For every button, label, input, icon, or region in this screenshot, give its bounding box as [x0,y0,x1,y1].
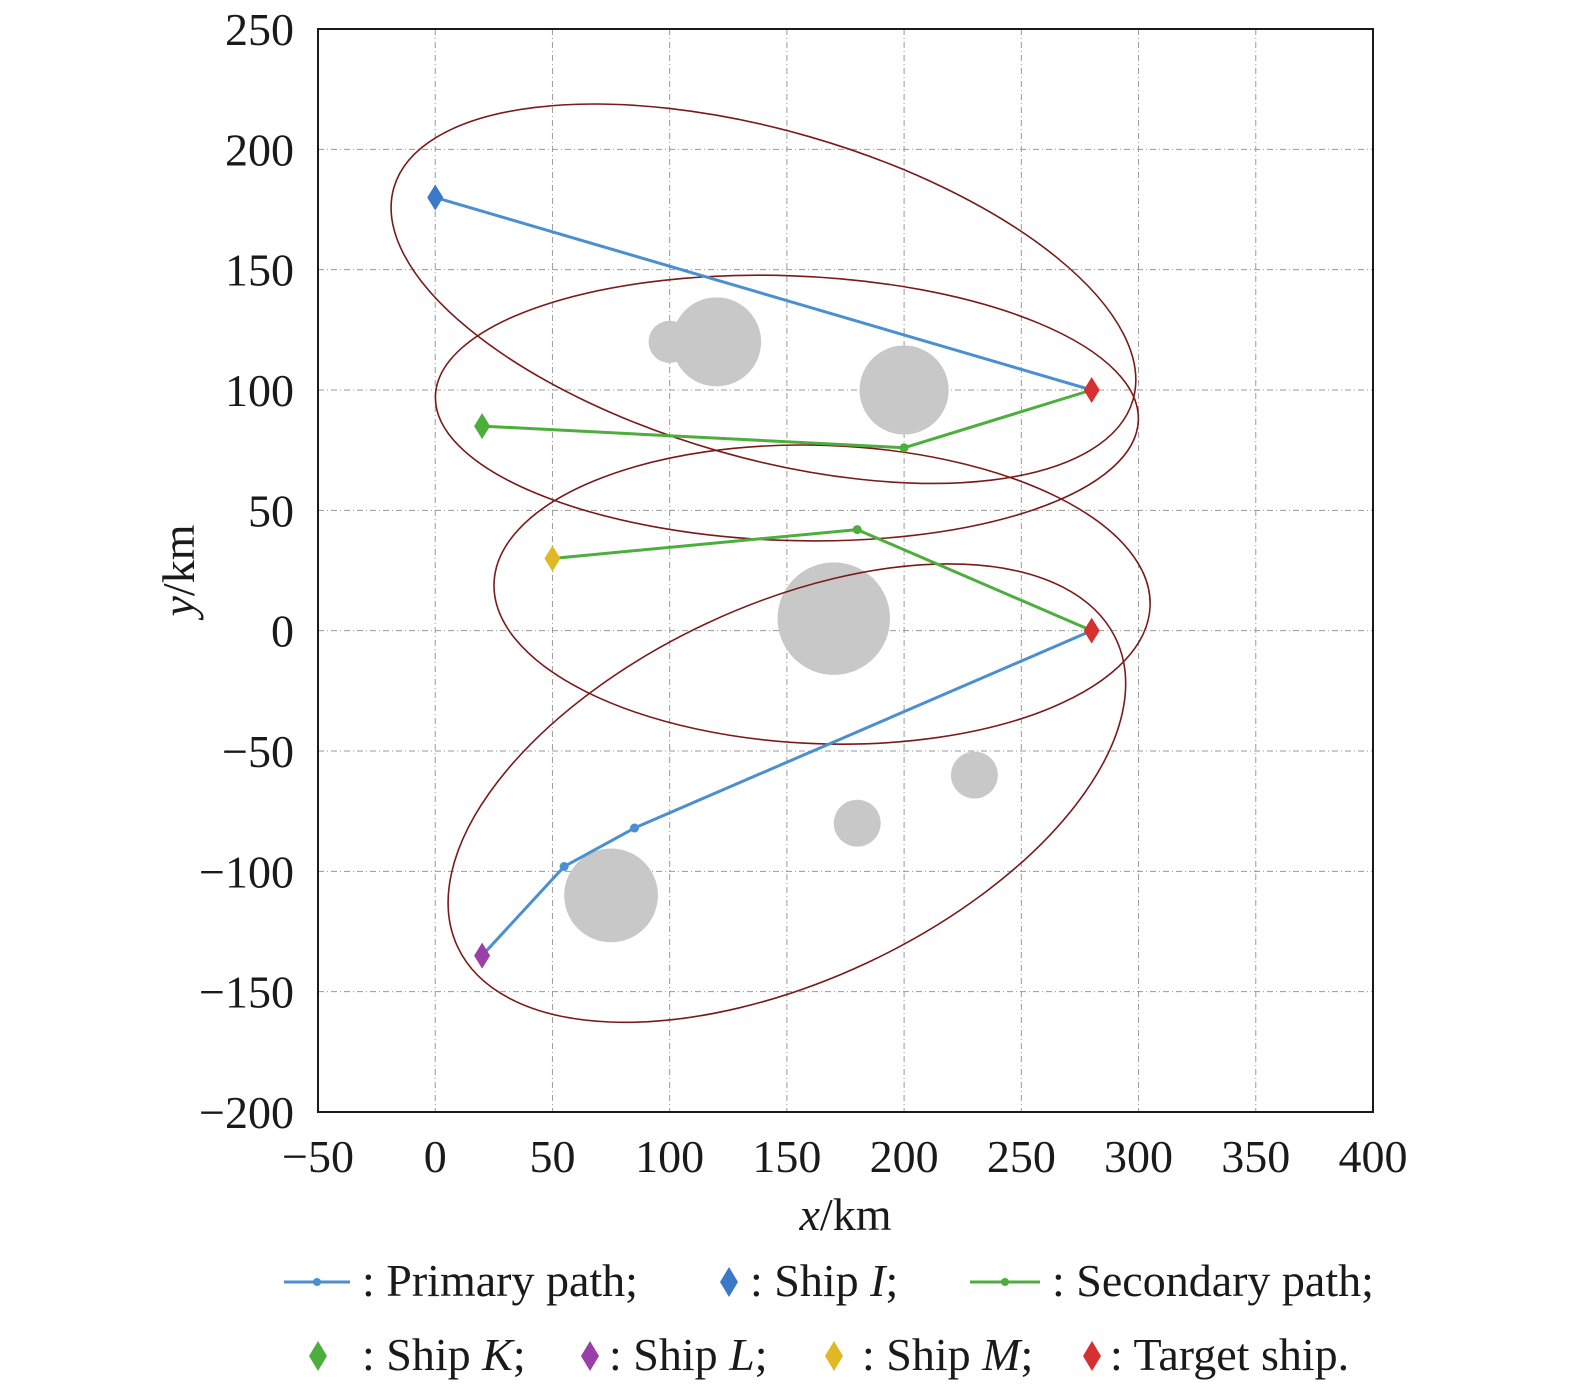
legend-secondary-path-label: : Secondary path; [1052,1255,1374,1306]
y-tick-label: 150 [225,245,294,296]
x-axis-unit: /km [820,1189,892,1240]
legend-target-ship-label: : Target ship. [1110,1329,1349,1380]
y-axis-var: y [153,595,204,620]
y-tick-label: 100 [225,365,294,416]
legend-ship-m-diamond-icon [825,1341,843,1371]
primary-path-point [630,823,639,833]
legend-ship-i-prefix: : Ship [750,1255,870,1306]
legend-ship-k-suffix: ; [513,1329,526,1380]
search-ellipse [493,444,1151,745]
legend: : Primary path; : Ship I; : Secondary pa… [284,1255,1374,1380]
obstacle-circle [951,751,998,799]
ship-marker-k [474,413,491,440]
obstacle-circle [859,345,949,435]
legend-ship-k-prefix: : Ship [362,1329,482,1380]
legend-ship-l-diamond-icon [581,1341,599,1371]
legend-ship-m-suffix: ; [1020,1329,1033,1380]
primary-path-point [559,862,569,872]
legend-ship-l-suffix: ; [755,1329,768,1380]
legend-ship-k-diamond-icon [309,1341,327,1371]
primary-path-line [481,629,1093,957]
x-tick-label: 300 [1104,1131,1173,1182]
x-tick-label: 200 [870,1131,939,1182]
legend-ship-l-label: : Ship L; [609,1329,768,1380]
x-tick-label: 0 [424,1131,447,1182]
legend-ship-m-prefix: : Ship [862,1329,982,1380]
x-tick-label: 350 [1221,1131,1290,1182]
legend-ship-m-label: : Ship M; [862,1329,1033,1380]
obstacle-circle [777,562,891,675]
ship-marker-target [1083,617,1100,644]
obstacle-circle [672,297,762,387]
primary-path-line [434,196,1093,392]
legend-ship-m-italic: M [981,1329,1023,1380]
ship-marker-m [544,545,561,572]
y-tick-label: −100 [199,846,294,897]
obstacle-circle [833,799,881,847]
x-tick-label: 150 [752,1131,821,1182]
x-tick-label: −50 [282,1131,354,1182]
x-tick-label: 50 [529,1131,575,1182]
legend-ship-k-label: : Ship K; [362,1329,526,1380]
grid [318,29,1373,1112]
search-ellipse [447,563,1127,1024]
secondary-path-point [899,443,909,453]
y-tick-label: −50 [222,726,294,777]
obstacle-circle [564,848,658,943]
y-tick-label: 50 [248,485,294,536]
x-tick-label: 400 [1339,1131,1408,1182]
legend-ship-l-prefix: : Ship [609,1329,729,1380]
legend-primary-path-dot [313,1278,321,1286]
x-tick-label: 250 [987,1131,1056,1182]
plot-frame [317,28,1374,1113]
y-tick-label: 0 [271,606,294,657]
legend-ship-i-label: : Ship I; [750,1255,898,1306]
ellipses [390,103,1151,1024]
x-axis-var: x [799,1189,821,1240]
legend-secondary-path-dot [1001,1278,1009,1286]
legend-primary-path-label: : Primary path; [362,1255,638,1306]
ship-marker-target [1083,377,1100,403]
tick-labels: −50 0 50 100 150 200 250 300 350 400 −200 −150 −100 −… [199,4,1407,1182]
x-tick-label: 100 [635,1131,704,1182]
legend-ship-i-italic: I [869,1255,888,1306]
legend-ship-l-italic: L [728,1329,755,1380]
legend-ship-k-italic: K [481,1329,515,1380]
y-tick-label: 250 [225,4,294,55]
obstacles [564,297,998,943]
x-axis-label: x/km [799,1189,892,1240]
ship-marker-i [427,184,444,211]
legend-ship-i-diamond-icon [720,1267,738,1297]
y-tick-label: −150 [199,967,294,1018]
search-ellipse [390,103,1137,485]
secondary-path-point [852,525,862,535]
ships [427,184,1100,969]
y-tick-label: −200 [199,1087,294,1138]
y-axis-unit: /km [153,524,204,596]
y-axis-label: y/km [153,524,204,620]
y-tick-label: 200 [225,124,294,175]
legend-target-ship-diamond-icon [1083,1341,1101,1371]
ship-marker-l [474,942,491,969]
search-ellipse [434,274,1140,542]
legend-ship-i-suffix: ; [885,1255,898,1306]
